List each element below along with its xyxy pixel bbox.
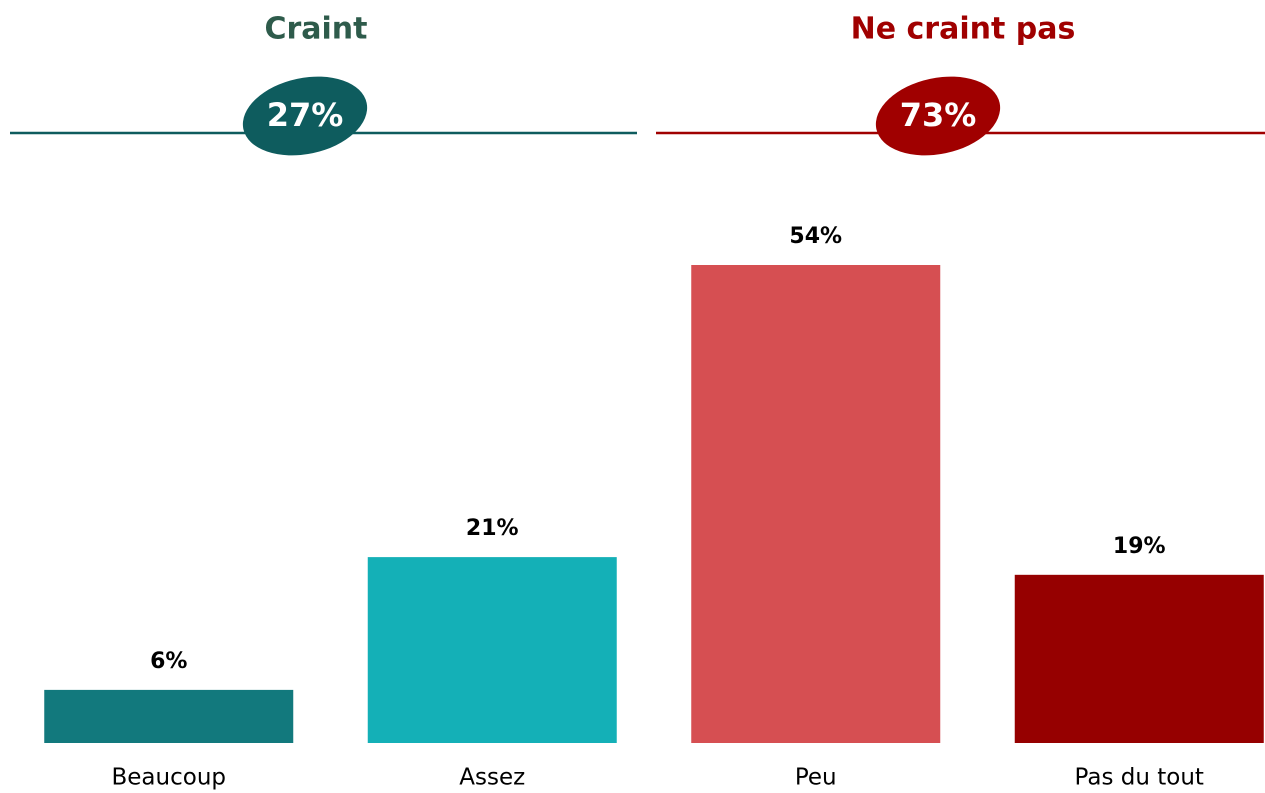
group-value-label: 73% <box>900 96 977 134</box>
bar <box>367 557 617 743</box>
bar <box>691 265 941 743</box>
group-value-label: 27% <box>267 96 344 134</box>
value-label: 21% <box>466 516 519 541</box>
value-label: 19% <box>1113 534 1166 559</box>
bar <box>1014 574 1264 743</box>
category-label: Peu <box>795 765 837 791</box>
category-label: Assez <box>459 765 525 791</box>
group-title: Craint <box>264 12 367 47</box>
group-badge <box>875 76 1001 156</box>
category-label: Beaucoup <box>112 765 227 791</box>
group-title: Ne craint pas <box>851 12 1076 47</box>
value-label: 6% <box>150 649 187 674</box>
value-label: 54% <box>789 224 842 249</box>
category-label: Pas du tout <box>1075 765 1204 791</box>
bar <box>44 689 294 743</box>
group-badge <box>242 76 368 156</box>
